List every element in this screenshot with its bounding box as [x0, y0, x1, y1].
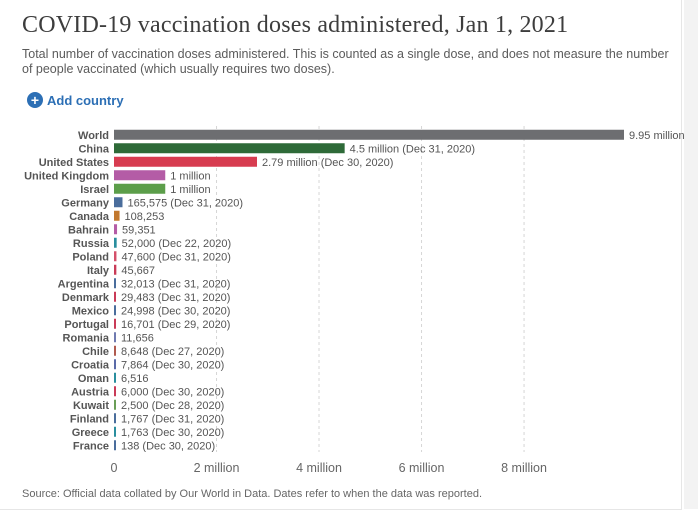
- value-label: 32,013 (Dec 31, 2020): [121, 278, 230, 290]
- category-label: Italy: [87, 265, 110, 277]
- bar-chart: 0 2 million 4 million 6 million 8 million Wor…: [24, 126, 685, 475]
- bar[interactable]: [114, 197, 123, 208]
- category-label: Kuwait: [73, 400, 109, 412]
- value-label: 47,600 (Dec 31, 2020): [121, 251, 230, 263]
- value-label: 16,701 (Dec 29, 2020): [121, 319, 230, 331]
- value-label: 59,351: [122, 224, 156, 236]
- value-label: 8,648 (Dec 27, 2020): [121, 346, 224, 358]
- value-label: 6,000 (Dec 30, 2020): [121, 386, 224, 398]
- bar[interactable]: [114, 291, 116, 302]
- x-tick-label: 0: [111, 461, 118, 475]
- category-label: China: [78, 143, 109, 155]
- category-label: Israel: [80, 184, 109, 196]
- value-label: 24,998 (Dec 30, 2020): [121, 305, 230, 317]
- bar[interactable]: [114, 345, 116, 356]
- category-label: Canada: [69, 211, 110, 223]
- category-label: Denmark: [62, 292, 110, 304]
- category-label: Russia: [73, 238, 110, 250]
- category-label: Poland: [72, 251, 109, 263]
- x-tick-label: 6 million: [399, 461, 445, 475]
- bar[interactable]: [114, 305, 116, 316]
- bar[interactable]: [114, 372, 116, 383]
- bar[interactable]: [114, 332, 116, 343]
- category-label: Greece: [72, 427, 109, 439]
- bar[interactable]: [114, 426, 116, 437]
- bar[interactable]: [114, 170, 166, 181]
- category-label: Oman: [78, 373, 109, 385]
- category-label: United Kingdom: [24, 170, 109, 182]
- value-label: 6,516: [121, 373, 149, 385]
- add-country-label: Add country: [47, 92, 124, 108]
- category-label: Finland: [70, 413, 109, 425]
- category-label: World: [78, 130, 109, 142]
- source-note: Source: Official data collated by Our Wo…: [22, 488, 482, 500]
- category-label: Austria: [71, 386, 110, 398]
- bar[interactable]: [114, 129, 624, 140]
- value-label: 11,656: [121, 332, 154, 344]
- bar[interactable]: [114, 224, 118, 235]
- category-label: Croatia: [71, 359, 110, 371]
- value-label: 1,763 (Dec 30, 2020): [121, 427, 224, 439]
- value-label: 2.79 million (Dec 30, 2020): [262, 157, 393, 169]
- category-label: Romania: [63, 332, 110, 344]
- value-label: 2,500 (Dec 28, 2020): [121, 400, 224, 412]
- bar[interactable]: [114, 237, 117, 248]
- bar[interactable]: [114, 440, 116, 451]
- value-label: 138 (Dec 30, 2020): [121, 440, 215, 452]
- value-label: 7,864 (Dec 30, 2020): [121, 359, 224, 371]
- bar[interactable]: [114, 386, 116, 397]
- value-label: 9.95 million: [629, 130, 685, 142]
- category-label: Chile: [82, 346, 109, 358]
- plus-circle-icon: +: [27, 92, 43, 108]
- category-label: France: [73, 440, 109, 452]
- category-label: Argentina: [58, 278, 110, 290]
- category-label: Bahrain: [68, 224, 109, 236]
- value-label: 45,667: [121, 265, 155, 277]
- x-tick-label: 2 million: [194, 461, 240, 475]
- value-label: 1 million: [170, 184, 210, 196]
- category-label: Germany: [61, 197, 110, 209]
- value-label: 1 million: [170, 170, 210, 182]
- bar[interactable]: [114, 143, 345, 154]
- x-tick-label: 8 million: [501, 461, 547, 475]
- bar[interactable]: [114, 359, 116, 370]
- bar[interactable]: [114, 156, 258, 167]
- value-label: 29,483 (Dec 31, 2020): [121, 292, 230, 304]
- value-label: 165,575 (Dec 31, 2020): [127, 197, 243, 209]
- add-country-button[interactable]: + Add country: [27, 92, 124, 108]
- value-label: 4.5 million (Dec 31, 2020): [350, 143, 475, 155]
- bar[interactable]: [114, 251, 117, 262]
- bar[interactable]: [114, 413, 116, 424]
- bar[interactable]: [114, 399, 116, 410]
- category-label: Portugal: [64, 319, 109, 331]
- category-label: United States: [39, 157, 109, 169]
- chart-subtitle: Total number of vaccination doses admini…: [22, 47, 669, 76]
- bar[interactable]: [114, 264, 117, 275]
- scrollbar[interactable]: [684, 0, 698, 509]
- value-label: 108,253: [125, 211, 165, 223]
- category-label: Mexico: [72, 305, 110, 317]
- chart-title: COVID-19 vaccination doses administered,…: [22, 12, 569, 38]
- x-tick-label: 4 million: [296, 461, 342, 475]
- value-label: 1,767 (Dec 31, 2020): [121, 413, 224, 425]
- bar[interactable]: [114, 278, 116, 289]
- bar[interactable]: [114, 318, 116, 329]
- bar[interactable]: [114, 210, 120, 221]
- bar[interactable]: [114, 183, 166, 194]
- value-label: 52,000 (Dec 22, 2020): [122, 238, 231, 250]
